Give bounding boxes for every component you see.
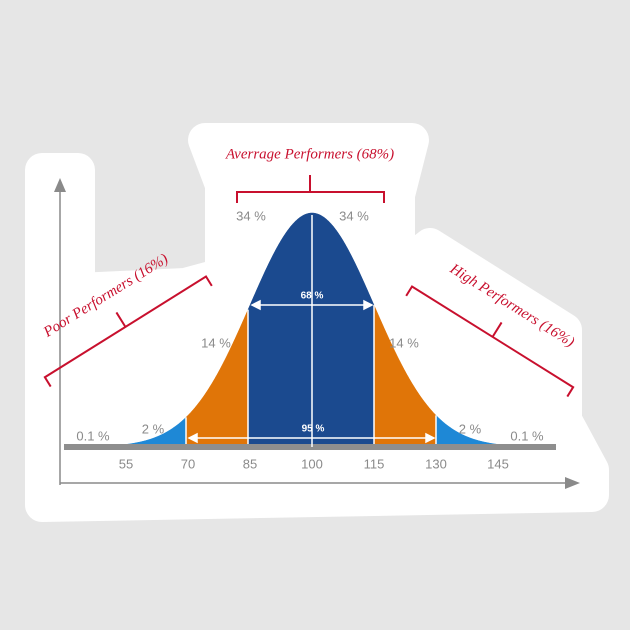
x-tick-label: 55 <box>119 456 133 471</box>
x-tick-label: 100 <box>301 456 323 471</box>
bracket <box>405 285 575 398</box>
band-label: 0.1 % <box>76 428 110 443</box>
range-arrows <box>187 215 436 447</box>
band-label: 34 % <box>236 208 266 223</box>
range-label: 95 % <box>302 424 325 435</box>
x-tick-label: 145 <box>487 456 509 471</box>
band-label: 14 % <box>389 335 419 350</box>
x-arrow <box>565 477 580 489</box>
band-label: 0.1 % <box>510 428 544 443</box>
curve-segment <box>185 309 249 448</box>
x-tick-label: 70 <box>181 456 195 471</box>
curve-segment <box>373 305 437 448</box>
bell-curve <box>63 212 557 448</box>
band-label: 34 % <box>339 208 369 223</box>
curve-segment <box>435 414 497 448</box>
x-ticks: 55 70 85 100 115 130 145 <box>119 456 509 471</box>
x-tick-label: 130 <box>425 456 447 471</box>
y-arrow <box>54 178 66 192</box>
x-tick-label: 115 <box>364 456 385 471</box>
curve-segment <box>123 416 187 448</box>
group-label: Averrage Performers (68%) <box>225 146 394 162</box>
bracket <box>43 275 213 388</box>
band-label: 14 % <box>201 335 231 350</box>
band-label: 2 % <box>459 421 482 436</box>
x-tick-label: 85 <box>243 456 257 471</box>
curve-segment <box>247 212 375 448</box>
range-label: 68 % <box>301 291 324 302</box>
band-label: 2 % <box>142 421 165 436</box>
bracket <box>236 175 385 203</box>
